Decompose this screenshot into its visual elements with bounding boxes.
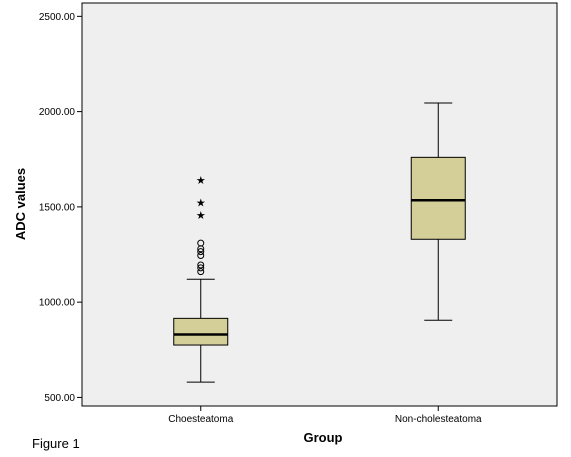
y-axis-title: ADC values [13,168,28,240]
outlier-point [197,264,205,272]
x-tick-label: Non-cholesteatoma [395,414,482,425]
outlier-point [197,248,205,256]
x-tick-label: Choesteatoma [168,414,233,425]
outlier-point [197,261,205,269]
box-group [410,102,466,321]
y-tick-label: 1000.00 [39,298,76,309]
y-tick-label: 500.00 [44,393,75,404]
extreme-point: ★ [196,197,206,210]
y-axis: 500.00 1000.00 1500.00 2000.00 2500.00 [39,12,82,404]
x-axis-title: Group [304,430,343,445]
outlier-point [197,251,205,259]
extreme-point: ★ [196,209,206,222]
iqr-box [173,317,229,346]
plot-area [81,2,558,407]
outlier-point [197,239,205,247]
iqr-box [410,156,466,240]
y-tick-label: 2500.00 [39,12,76,23]
y-tick-label: 1500.00 [39,202,76,213]
outlier-point [197,268,205,276]
figure-caption: Figure 1 [32,436,80,451]
box-series: ★★★ [173,102,466,383]
extreme-point: ★ [196,174,206,187]
x-axis: Choesteatoma Non-cholesteatoma [168,406,482,425]
y-tick-label: 2000.00 [39,107,76,118]
box-group: ★★★ [173,174,229,383]
